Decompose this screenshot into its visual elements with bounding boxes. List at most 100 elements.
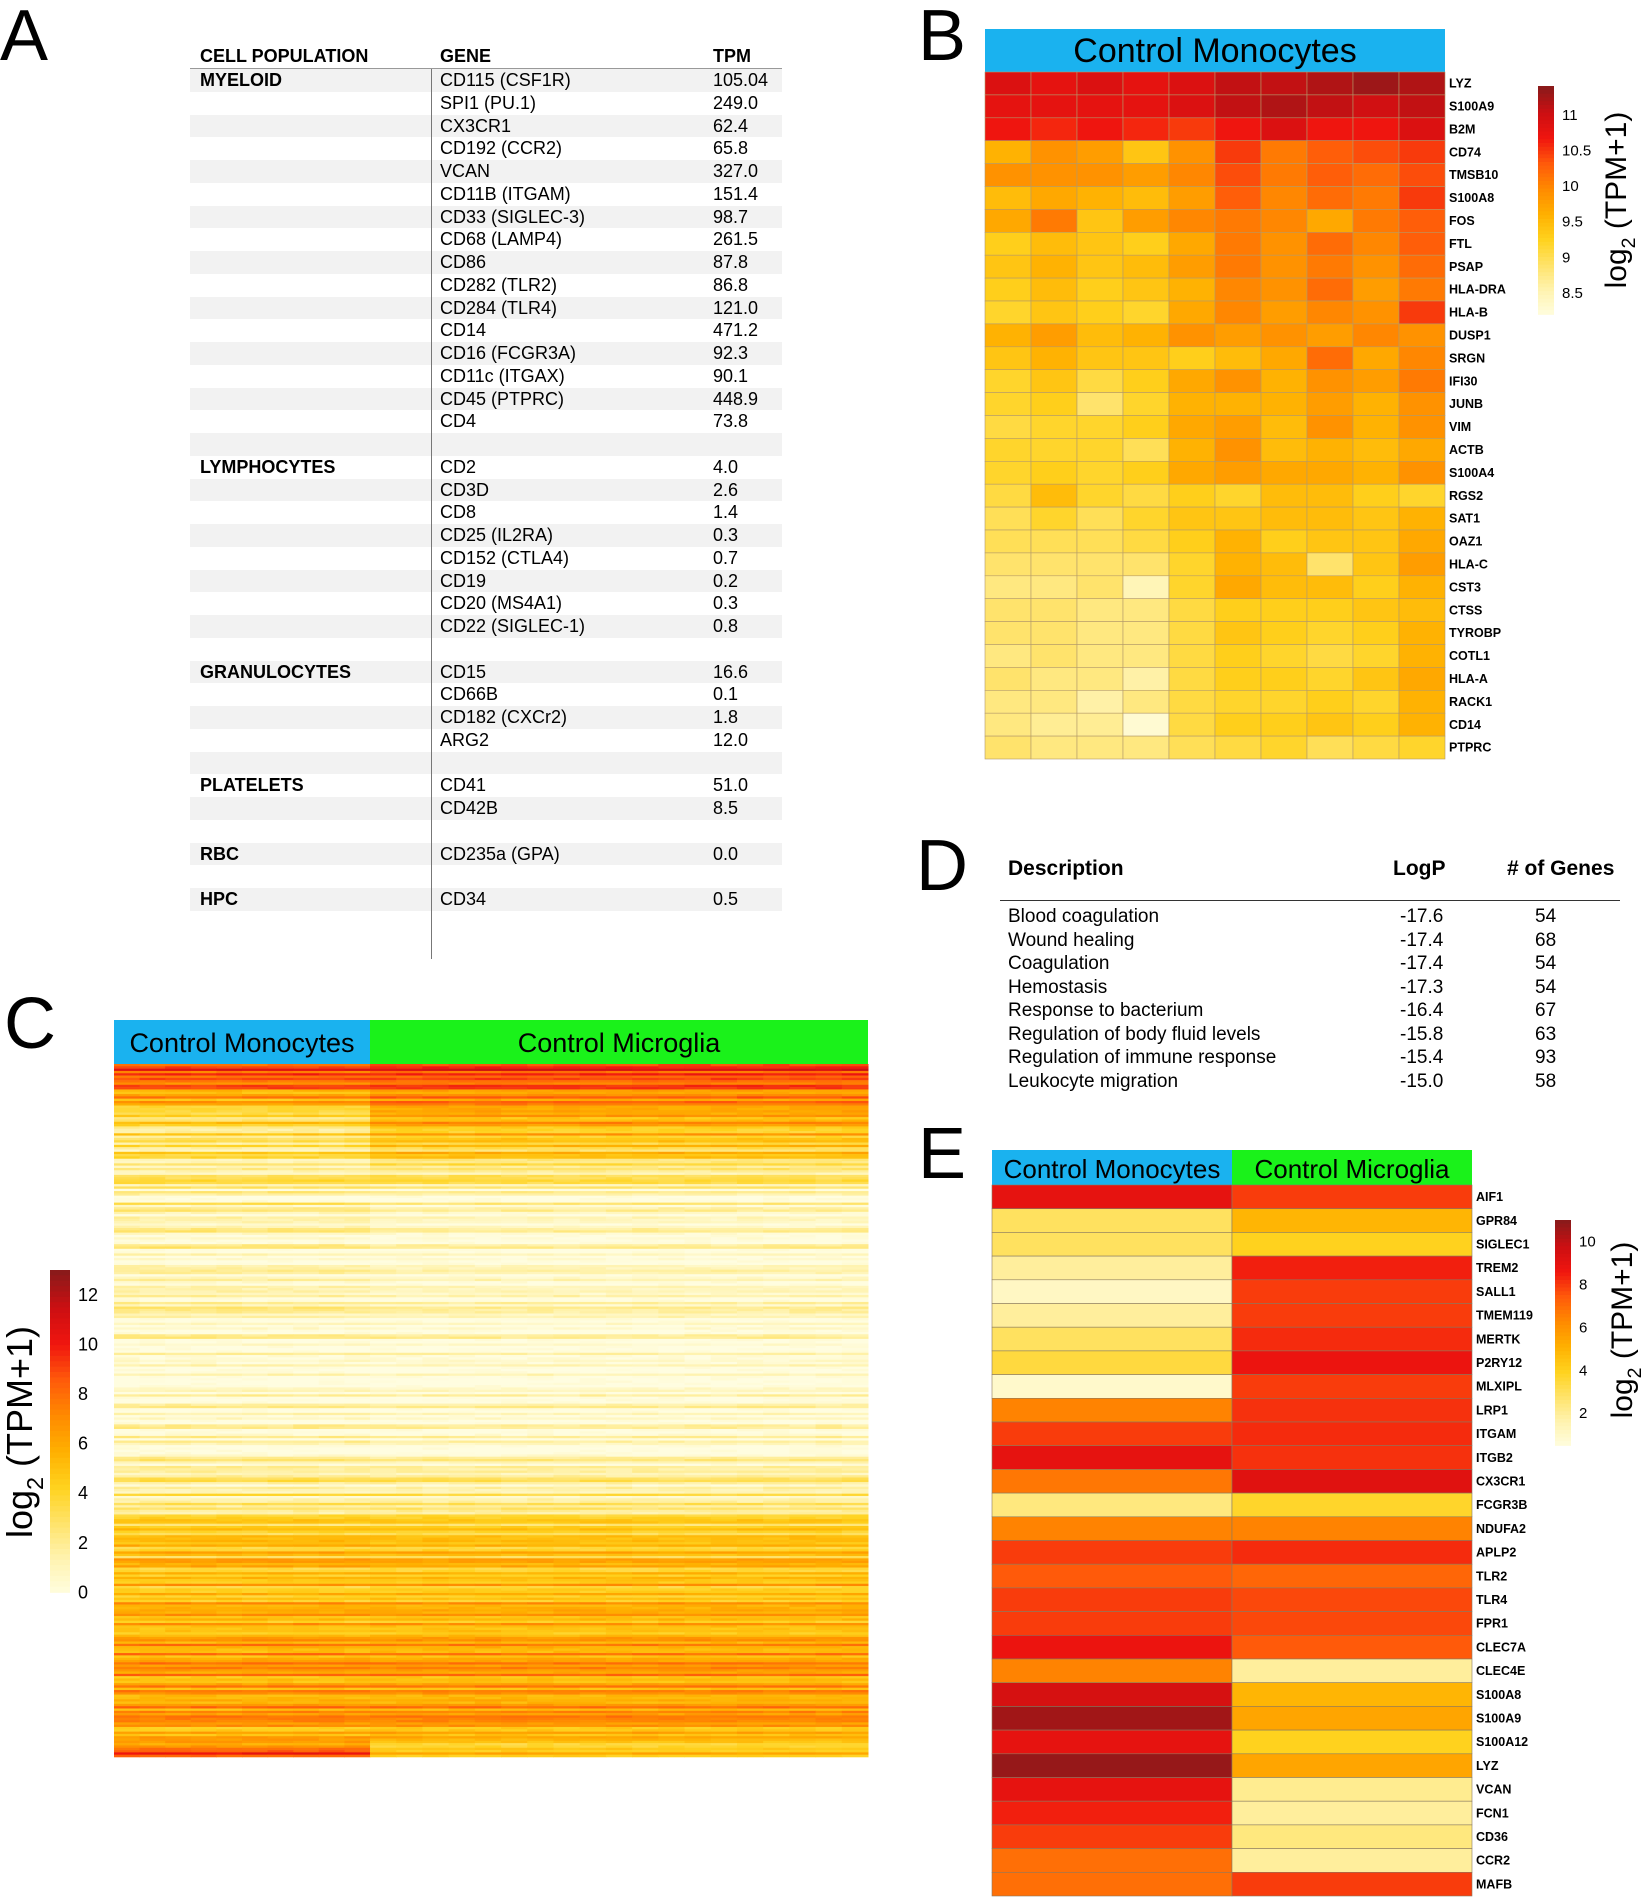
heatmap-cell bbox=[763, 1240, 790, 1243]
heatmap-cell bbox=[711, 1189, 738, 1192]
heatmap-cell bbox=[422, 1313, 449, 1316]
heatmap-cell bbox=[293, 1096, 319, 1099]
heatmap-cell bbox=[216, 1226, 242, 1229]
heatmap-cell bbox=[449, 1265, 476, 1268]
heatmap-cell bbox=[1399, 507, 1445, 530]
heatmap-cell bbox=[985, 576, 1031, 599]
heatmap-cell bbox=[789, 1085, 816, 1088]
heatmap-cell bbox=[344, 1413, 370, 1416]
heatmap-cell bbox=[1077, 278, 1123, 301]
heatmap-cell bbox=[242, 1413, 268, 1416]
heatmap-cell bbox=[216, 1357, 242, 1360]
heatmap-cell bbox=[396, 1078, 423, 1081]
heatmap-cell bbox=[319, 1295, 345, 1298]
heatmap-cell bbox=[501, 1411, 528, 1414]
heatmap-cell bbox=[344, 1302, 370, 1305]
heatmap-cell bbox=[114, 1309, 140, 1312]
heatmap-cell bbox=[737, 1207, 764, 1210]
heatmap-cell bbox=[242, 1300, 268, 1303]
heatmap-cell bbox=[606, 1304, 633, 1307]
table-row: HPC CD34 0.5 bbox=[190, 888, 782, 911]
heatmap-cell bbox=[216, 1399, 242, 1402]
heatmap-cell bbox=[711, 1374, 738, 1377]
heatmap-cell bbox=[658, 1101, 685, 1104]
heatmap-cell bbox=[319, 1115, 345, 1118]
heatmap-cell bbox=[268, 1216, 294, 1219]
heatmap-cell bbox=[1353, 301, 1399, 324]
heatmap-cell bbox=[1031, 507, 1077, 530]
heatmap-cell bbox=[816, 1316, 843, 1319]
heatmap-cell bbox=[685, 1274, 712, 1277]
heatmap-cell bbox=[553, 1244, 580, 1247]
heatmap-cell bbox=[140, 1089, 166, 1092]
heatmap-cell bbox=[370, 1186, 397, 1189]
heatmap-cell bbox=[658, 1207, 685, 1210]
heatmap-cell bbox=[985, 95, 1031, 118]
heatmap-cell bbox=[191, 1145, 217, 1148]
heatmap-cell bbox=[422, 1071, 449, 1074]
table-row: CD42B 8.5 bbox=[190, 797, 782, 820]
heatmap-cell bbox=[191, 1089, 217, 1092]
heatmap-cell bbox=[396, 1235, 423, 1238]
heatmap-cell bbox=[737, 1230, 764, 1233]
heatmap-cell bbox=[191, 1064, 217, 1067]
heatmap-cell bbox=[658, 1334, 685, 1337]
heatmap-cell bbox=[422, 1330, 449, 1333]
heatmap-cell bbox=[344, 1219, 370, 1222]
heatmap-cell bbox=[816, 1066, 843, 1069]
heatmap-cell bbox=[268, 1408, 294, 1411]
heatmap-cell bbox=[165, 1131, 191, 1134]
heatmap-cell bbox=[191, 1092, 217, 1095]
heatmap-cell bbox=[789, 1096, 816, 1099]
heatmap-cell bbox=[319, 1113, 345, 1116]
heatmap-cell bbox=[606, 1069, 633, 1072]
heatmap-cell bbox=[711, 1064, 738, 1067]
heatmap-cell bbox=[475, 1207, 502, 1210]
heatmap-cell bbox=[396, 1168, 423, 1171]
heatmap-cell bbox=[216, 1332, 242, 1335]
heatmap-cell bbox=[475, 1346, 502, 1349]
heatmap-cell bbox=[527, 1394, 554, 1397]
heatmap-cell bbox=[606, 1082, 633, 1085]
heatmap-cell bbox=[475, 1297, 502, 1300]
heatmap-cell bbox=[737, 1251, 764, 1254]
heatmap-cell bbox=[319, 1207, 345, 1210]
heatmap-cell bbox=[370, 1168, 397, 1171]
heatmap-cell bbox=[475, 1260, 502, 1263]
heatmap-cell bbox=[842, 1071, 869, 1074]
heatmap-cell bbox=[553, 1383, 580, 1386]
heatmap-cell bbox=[632, 1076, 659, 1079]
heatmap-cell bbox=[527, 1094, 554, 1097]
heatmap-cell bbox=[711, 1240, 738, 1243]
heatmap-cell bbox=[319, 1085, 345, 1088]
heatmap-cell bbox=[632, 1110, 659, 1113]
heatmap-cell bbox=[711, 1221, 738, 1224]
heatmap-cell bbox=[114, 1119, 140, 1122]
heatmap-cell bbox=[140, 1193, 166, 1196]
heatmap-cell bbox=[1353, 72, 1399, 95]
heatmap-cell bbox=[293, 1270, 319, 1273]
heatmap-cell bbox=[216, 1281, 242, 1284]
heatmap-cell bbox=[632, 1126, 659, 1129]
heatmap-cell bbox=[711, 1191, 738, 1194]
heatmap-cell bbox=[165, 1223, 191, 1226]
heatmap-cell bbox=[816, 1288, 843, 1291]
heatmap-cell bbox=[242, 1219, 268, 1222]
heatmap-cell bbox=[685, 1212, 712, 1215]
heatmap-cell bbox=[816, 1374, 843, 1377]
heatmap-cell bbox=[140, 1318, 166, 1321]
heatmap-cell bbox=[501, 1279, 528, 1282]
heatmap-cell bbox=[580, 1348, 607, 1351]
heatmap-cell bbox=[763, 1387, 790, 1390]
heatmap-cell bbox=[501, 1089, 528, 1092]
heatmap-cell bbox=[816, 1246, 843, 1249]
heatmap-cell bbox=[737, 1069, 764, 1072]
heatmap-cell bbox=[606, 1189, 633, 1192]
heatmap-cell bbox=[606, 1327, 633, 1330]
heatmap-cell bbox=[527, 1149, 554, 1152]
heatmap-cell bbox=[632, 1136, 659, 1139]
heatmap-cell bbox=[985, 209, 1031, 232]
heatmap-cell bbox=[553, 1152, 580, 1155]
heatmap-cell bbox=[268, 1207, 294, 1210]
heatmap-cell bbox=[114, 1355, 140, 1358]
